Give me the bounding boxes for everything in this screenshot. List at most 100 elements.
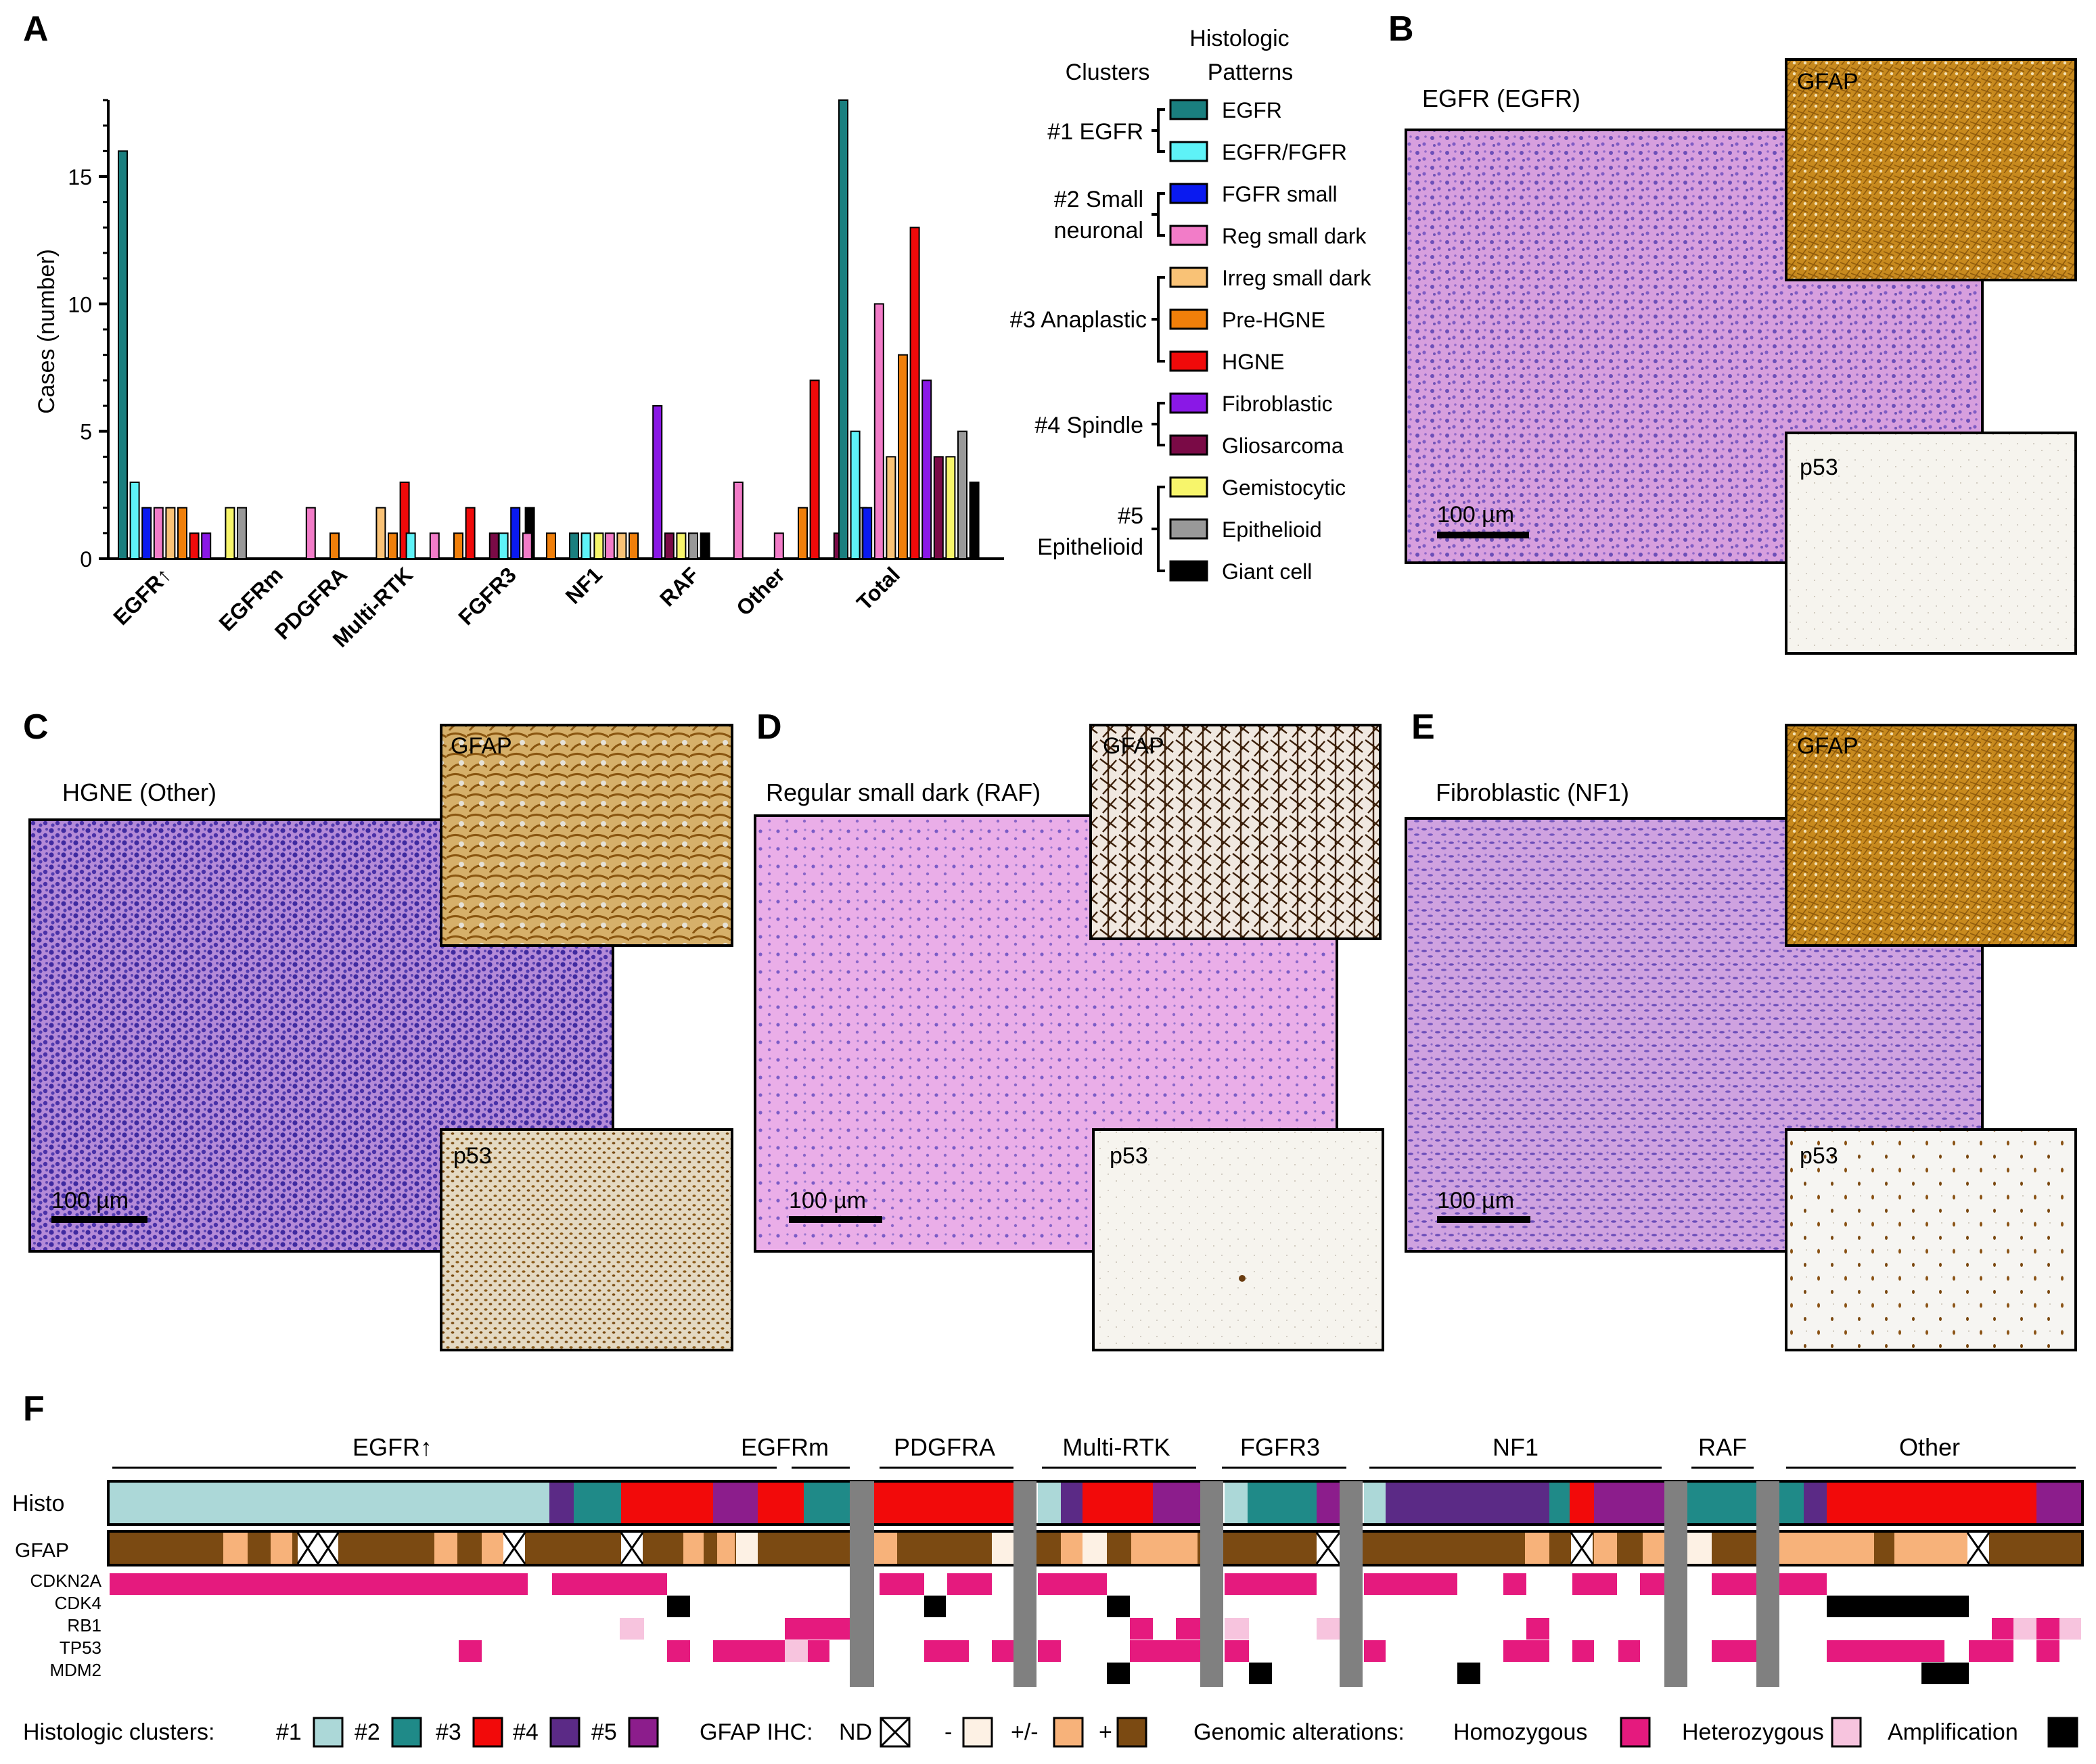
legend-gfap-swatch xyxy=(1116,1717,1147,1748)
bar-3-3 xyxy=(429,532,440,559)
gfap-nd-mark xyxy=(620,1532,644,1564)
legend-swatch xyxy=(1169,560,1208,582)
gene-cell xyxy=(1712,1573,1756,1595)
bar-series xyxy=(118,99,980,560)
group-separator xyxy=(1200,1481,1223,1687)
gfap-nd-mark xyxy=(296,1532,319,1564)
bar-5-3 xyxy=(604,532,615,559)
gene-cell xyxy=(667,1596,690,1617)
heatmap-group-label: FGFR3 xyxy=(1240,1433,1320,1461)
gene-cell xyxy=(552,1573,667,1595)
row-label-histo: Histo xyxy=(12,1491,64,1516)
histo-cell xyxy=(1594,1483,1664,1523)
p53-positive-nucleus xyxy=(1239,1275,1246,1282)
gene-label: TP53 xyxy=(60,1638,101,1658)
bar-8-7 xyxy=(921,379,932,559)
bar-0-4 xyxy=(165,507,176,560)
legend-gfap-item: - xyxy=(944,1719,952,1745)
cluster-label-2: #2 Small xyxy=(1054,187,1143,212)
legend-genomic-item: Heterozygous xyxy=(1682,1719,1824,1745)
gfap-cell xyxy=(482,1533,503,1564)
bar-8-2 xyxy=(862,507,873,560)
heatmap-separators xyxy=(850,1481,1779,1687)
group-separator xyxy=(1340,1481,1363,1687)
bar-0-10 xyxy=(237,507,247,560)
panel-letter-e: E xyxy=(1411,707,1435,747)
gfap-inset-c xyxy=(440,724,733,947)
legend-patterns-header: Patterns xyxy=(1208,60,1294,85)
legend-gfap-swatches: ND - +/- + xyxy=(839,1717,1147,1748)
legend-gfap-swatch xyxy=(962,1717,993,1748)
legend-label: HGNE xyxy=(1222,350,1284,374)
heatmap-group-headers: EGFR↑ EGFRm PDGFRA Multi-RTK FGFR3 NF1 RAF Othe… xyxy=(112,1433,2076,1469)
legend-genomic-label: Genomic alterations: xyxy=(1193,1719,1405,1745)
gfap-nd-mark xyxy=(1570,1532,1594,1564)
bar-7-5 xyxy=(798,507,808,560)
histo-cell xyxy=(1804,1483,1827,1523)
legend-label: Pre-HGNE xyxy=(1222,308,1325,332)
heatmap-group-label: EGFR↑ xyxy=(352,1433,432,1461)
bar-2-5 xyxy=(388,532,398,559)
legend-cluster-swatch xyxy=(472,1717,503,1748)
cluster-label-5: #5 xyxy=(1118,503,1143,529)
histo-cell xyxy=(1364,1483,1386,1523)
gfap-label-d: GFAP xyxy=(1103,733,1164,759)
micrograph-c: HGNE (Other) GFAP p53 100 µm xyxy=(28,724,733,1351)
x-tick-label: Other xyxy=(731,562,790,620)
micrograph-b: EGFR (EGFR) GFAP p53 100 µm xyxy=(1405,58,2077,655)
gfap-row-frame xyxy=(107,1530,2084,1566)
cluster-brackets xyxy=(1152,108,1165,572)
bar-5-10 xyxy=(688,532,698,559)
gene-cell xyxy=(1572,1573,1617,1595)
micrograph-b-title: EGFR (EGFR) xyxy=(1422,85,1580,112)
gene-cell xyxy=(1364,1573,1457,1595)
gene-cell xyxy=(713,1640,785,1662)
heatmap-cells xyxy=(107,1480,2084,1687)
legend-label: EGFR/FGFR xyxy=(1222,140,1347,164)
p53-label-e: p53 xyxy=(1800,1143,1838,1169)
legend-label: Reg small dark xyxy=(1222,224,1367,248)
bar-8-9 xyxy=(945,456,956,559)
bar-8-10 xyxy=(957,430,967,560)
bar-5-8 xyxy=(664,532,675,559)
x-tick-label: EGFR↑ xyxy=(108,562,176,630)
micrograph-e: Fibroblastic (NF1) GFAP p53 100 µm xyxy=(1405,724,2077,1351)
legend-cluster-swatch xyxy=(313,1717,344,1748)
histo-cell xyxy=(1153,1483,1200,1523)
bar-8-6 xyxy=(909,227,920,559)
bar-0-1 xyxy=(129,482,140,559)
bar-3-5 xyxy=(453,532,463,559)
gfap-inset-e xyxy=(1785,724,2077,947)
gfap-label-b: GFAP xyxy=(1797,69,1859,95)
gene-cell xyxy=(785,1618,851,1640)
bar-5-0 xyxy=(569,532,579,559)
cluster-label-5b: Epithelioid xyxy=(1037,534,1143,560)
gfap-cell xyxy=(1061,1533,1083,1564)
p53-inset-c xyxy=(440,1128,733,1351)
gfap-nd-mark xyxy=(317,1532,340,1564)
heatmap-group-label: PDGFRA xyxy=(894,1433,995,1461)
cluster-label-3: #3 Anaplastic xyxy=(1010,307,1147,333)
bar-0-6 xyxy=(189,532,200,559)
histo-cell xyxy=(549,1483,574,1523)
histo-cell xyxy=(758,1483,804,1523)
histo-cell xyxy=(1687,1483,1756,1523)
legend-cluster-label: #2 xyxy=(355,1719,380,1745)
bar-5-11 xyxy=(700,532,710,559)
legend-swatch xyxy=(1169,476,1208,498)
p53-inset-d xyxy=(1092,1128,1384,1351)
x-tick-label: NF1 xyxy=(561,562,607,608)
legend-cluster-label: #1 xyxy=(276,1719,302,1745)
gene-cell xyxy=(1130,1618,1153,1640)
gene-cell xyxy=(1225,1618,1249,1640)
legend-label: Giant cell xyxy=(1222,559,1312,584)
legend-genomic-item: Homozygous xyxy=(1453,1719,1587,1745)
bar-4-5 xyxy=(546,532,556,559)
gene-cell xyxy=(947,1573,992,1595)
gene-cell xyxy=(1969,1640,2013,1662)
bar-0-7 xyxy=(201,532,212,559)
scale-label-b: 100 µm xyxy=(1437,502,1514,528)
histo-cell xyxy=(1248,1483,1317,1523)
gene-cell xyxy=(785,1640,808,1662)
